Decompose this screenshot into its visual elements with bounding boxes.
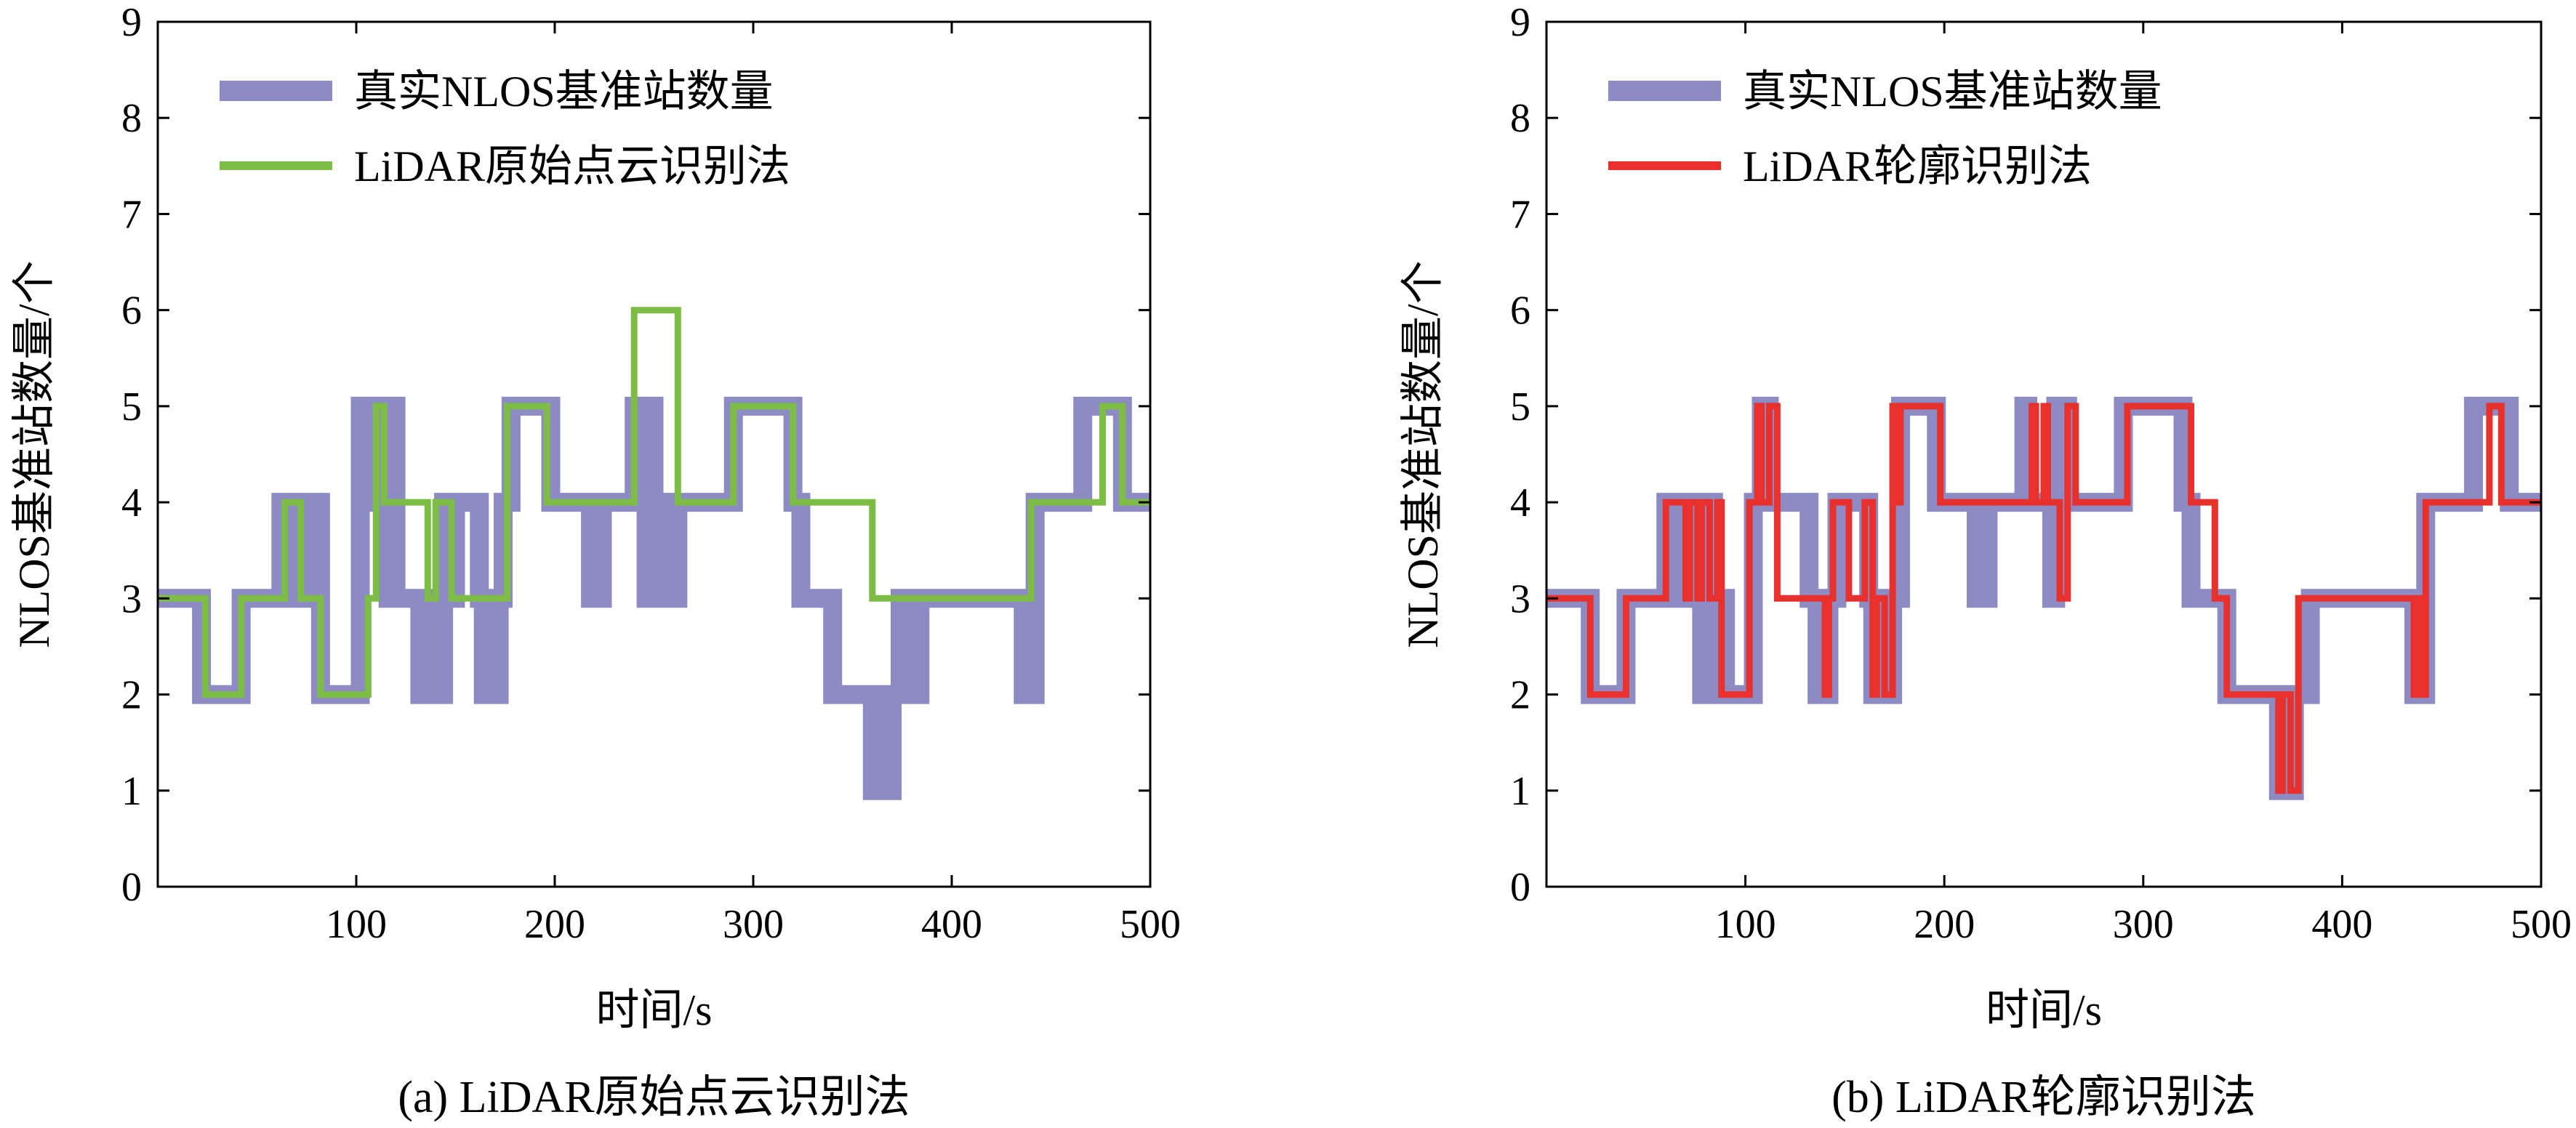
x-tick-label: 100 — [326, 902, 387, 947]
legend-b: 真实NLOS基准站数量 LiDAR轮廓识别法 — [1608, 68, 2162, 190]
legend-a: 真实NLOS基准站数量 LiDAR原始点云识别法 — [220, 68, 790, 190]
chart-panel-b: 0 1 2 3 4 5 6 7 8 9 100 200 300 400 500 真实NLOS基准站数量 LiD… — [1399, 0, 2572, 1122]
y-tick-label: 2 — [121, 673, 142, 718]
legend-label: 真实NLOS基准站数量 — [1743, 68, 2162, 116]
y-tick-label: 5 — [1510, 384, 1530, 430]
panel-caption-a: (a) LiDAR原始点云识别法 — [398, 1073, 910, 1122]
y-tick-label: 8 — [1510, 96, 1530, 141]
y-tick-label: 3 — [121, 576, 142, 621]
x-tick-label: 300 — [723, 902, 784, 947]
y-tick-label: 6 — [121, 289, 142, 334]
series-line-lidar-method — [158, 307, 1150, 698]
series-line-lidar-method — [1546, 403, 2541, 794]
x-tick-label: 200 — [1914, 902, 1975, 947]
chart-marks-b — [1546, 396, 2541, 800]
chart-marks-a — [158, 307, 1150, 800]
plot-frame-a — [156, 20, 1152, 888]
y-tick-label: 7 — [121, 192, 142, 237]
axis-ticks-b: 0 1 2 3 4 5 6 7 8 9 100 200 300 400 500 — [1510, 0, 2572, 947]
x-axis-label-b: 时间/s — [1986, 986, 2102, 1034]
legend-label: LiDAR轮廓识别法 — [1743, 142, 2092, 190]
y-tick-label: 0 — [121, 865, 142, 910]
x-tick-label: 300 — [2113, 902, 2174, 947]
panel-caption-b: (b) LiDAR轮廓识别法 — [1831, 1073, 2256, 1122]
axis-ticks-a: 0 1 2 3 4 5 6 7 8 9 100 200 300 400 500 — [121, 0, 1181, 947]
x-tick-label: 400 — [921, 902, 982, 947]
x-tick-label: 100 — [1715, 902, 1776, 947]
y-tick-label: 9 — [1510, 0, 1530, 45]
x-axis-label-a: 时间/s — [595, 986, 712, 1034]
x-tick-label: 200 — [524, 902, 585, 947]
y-tick-label: 4 — [1510, 480, 1530, 525]
x-tick-label: 500 — [2511, 902, 2572, 947]
x-tick-label: 500 — [1120, 902, 1181, 947]
y-tick-label: 6 — [1510, 289, 1530, 334]
y-tick-label: 1 — [1510, 769, 1530, 814]
y-tick-label: 9 — [121, 0, 142, 45]
x-tick-label: 400 — [2311, 902, 2372, 947]
y-tick-label: 0 — [1510, 865, 1530, 910]
chart-panel-a: 0 1 2 3 4 5 6 7 8 9 100 200 300 400 500 真实NLOS基准站数量 LiD… — [10, 0, 1181, 1122]
y-tick-label: 8 — [121, 96, 142, 141]
y-axis-label-a: NLOS基准站数量/个 — [10, 260, 58, 648]
legend-label: LiDAR原始点云识别法 — [354, 142, 790, 190]
y-tick-label: 7 — [1510, 192, 1530, 237]
y-tick-label: 1 — [121, 769, 142, 814]
y-tick-label: 4 — [121, 480, 142, 525]
plot-frame-b — [1545, 20, 2543, 888]
y-tick-label: 2 — [1510, 673, 1530, 718]
y-axis-label-b: NLOS基准站数量/个 — [1399, 260, 1447, 648]
y-tick-label: 3 — [1510, 576, 1530, 621]
y-tick-label: 5 — [121, 384, 142, 430]
legend-label: 真实NLOS基准站数量 — [354, 68, 774, 116]
